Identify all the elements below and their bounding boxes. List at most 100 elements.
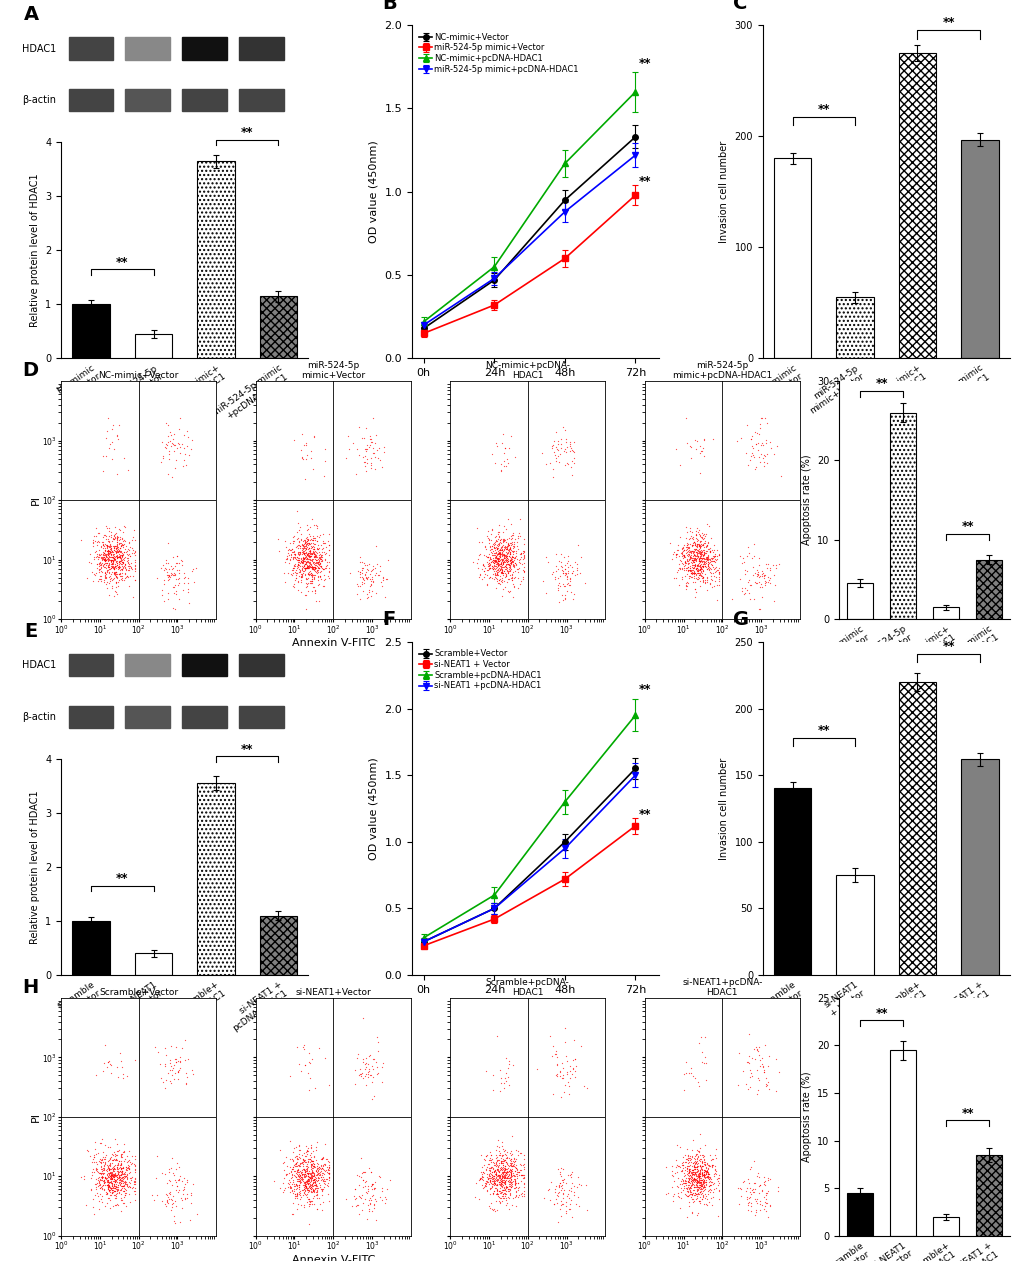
Point [302,541,318,561]
Point [688,550,704,570]
Point [96,543,112,564]
Point [306,552,322,572]
Point [750,555,766,575]
Point [108,1161,124,1182]
Point [97,549,113,569]
Point [120,1159,137,1179]
Point [701,572,717,593]
Point [96,545,112,565]
Point [307,545,323,565]
Point [500,1169,517,1189]
Point [287,556,304,576]
Point [687,1165,703,1185]
Point [750,599,766,619]
Point [296,551,312,571]
Point [496,1168,513,1188]
Point [313,551,329,571]
Point [96,1149,112,1169]
Point [106,545,122,565]
Point [512,543,528,564]
Point [498,1168,515,1188]
Point [686,1156,702,1177]
Point [120,1177,137,1197]
Point [309,1198,325,1218]
Point [98,550,114,570]
Point [117,567,133,588]
Point [356,570,372,590]
Point [686,541,702,561]
Point [165,576,181,596]
Point [748,572,764,593]
Point [289,550,306,570]
Text: **: ** [240,126,253,139]
Point [684,550,700,570]
Point [493,570,510,590]
Point [282,545,299,565]
Point [298,569,314,589]
Point [490,526,506,546]
Point [300,1163,316,1183]
Point [671,527,687,547]
Point [685,1177,701,1197]
Point [117,562,133,583]
Point [289,555,306,575]
Point [292,536,309,556]
Point [321,1156,337,1177]
Point [302,570,318,590]
Point [288,1183,305,1203]
Point [313,561,329,581]
Point [97,1166,113,1187]
Point [559,1072,576,1092]
Point [183,430,200,450]
Point [685,1170,701,1190]
Point [694,1171,710,1192]
Point [346,1189,363,1209]
Point [679,1175,695,1195]
Point [494,1180,511,1200]
Point [113,535,129,555]
Point [676,1064,692,1084]
Point [287,1174,304,1194]
Point [302,554,318,574]
Point [473,1174,489,1194]
Point [306,1154,322,1174]
Point [100,1136,116,1156]
Point [696,1175,712,1195]
Point [681,1182,697,1202]
Point [480,550,496,570]
Point [743,1195,759,1216]
Point [689,569,705,589]
Point [96,1163,112,1183]
Point [483,1158,499,1178]
Point [297,532,313,552]
Point [114,552,130,572]
Point [96,541,112,561]
Point [117,1183,133,1203]
Point [689,1146,705,1166]
Point [368,1190,384,1211]
Point [692,1159,708,1179]
Point [104,1159,120,1179]
Point [301,1190,317,1211]
Point [283,1149,300,1169]
Point [367,1211,383,1231]
Point [305,1156,321,1177]
Point [369,440,385,460]
Point [303,1163,319,1183]
Point [307,547,323,567]
Point [688,1177,704,1197]
Point [691,1177,707,1197]
Bar [975,1155,1001,1236]
Point [488,546,504,566]
Point [746,1182,762,1202]
Point [167,1052,183,1072]
Point [485,541,501,561]
Point [482,1168,498,1188]
Point [301,533,317,554]
Point [693,550,709,570]
Point [103,551,119,571]
Point [97,566,113,586]
Point [498,549,515,569]
Point [97,550,113,570]
Point [283,1166,300,1187]
